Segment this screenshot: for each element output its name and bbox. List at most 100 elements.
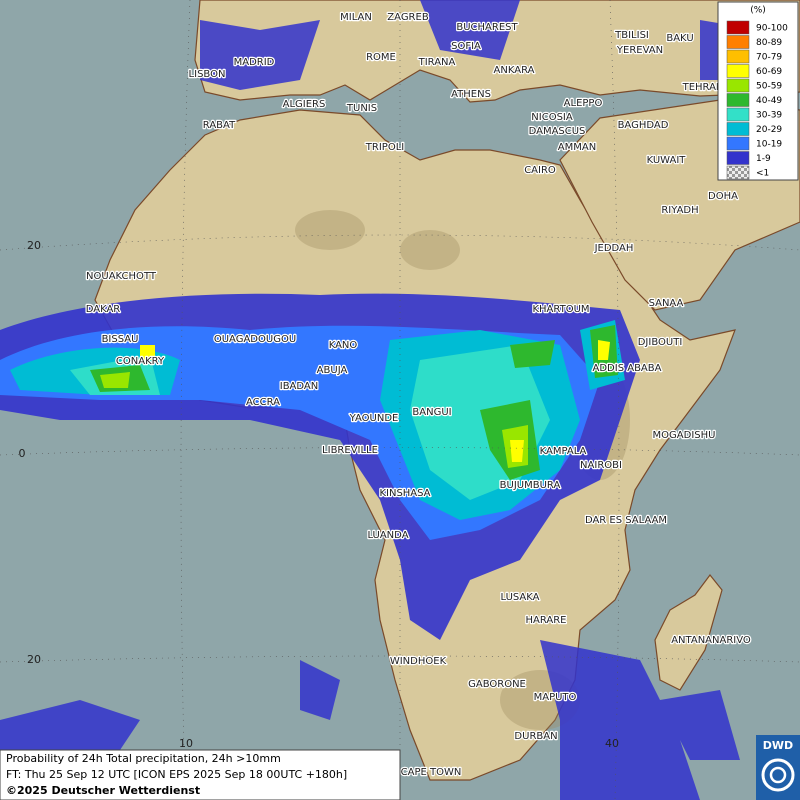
- logo-swirl: [761, 758, 795, 792]
- city-label: YAOUNDE: [349, 413, 399, 424]
- city-label: HARARE: [525, 615, 566, 626]
- city-label: KINSHASA: [379, 488, 430, 499]
- legend-swatch: [726, 107, 750, 122]
- footer-line: FT: Thu 25 Sep 12 UTC [ICON EPS 2025 Sep…: [6, 768, 347, 781]
- city-label: TUNIS: [346, 103, 377, 114]
- legend-label: <1: [756, 169, 769, 179]
- city-label: ATHENS: [451, 89, 491, 100]
- legend-label: 90-100: [756, 24, 788, 34]
- city-label: TEHRAN: [682, 82, 724, 93]
- city-label: BUCHAREST: [456, 22, 518, 33]
- city-label: BANGUI: [412, 407, 451, 418]
- legend-label: 40-49: [756, 96, 782, 106]
- city-label: RABAT: [203, 120, 236, 131]
- legend-label: 20-29: [756, 125, 782, 135]
- city-label: TBILISI: [614, 30, 649, 41]
- legend-swatch: [726, 35, 750, 49]
- legend-label: 10-19: [756, 140, 782, 150]
- city-label: TRIPOLI: [365, 142, 404, 153]
- legend-label: 50-59: [756, 82, 782, 92]
- legend-label: 60-69: [756, 67, 782, 77]
- city-label: SANAA: [649, 298, 684, 309]
- legend-swatch: [726, 165, 750, 180]
- city-label: KAMPALA: [540, 446, 587, 457]
- city-label: MAPUTO: [534, 692, 577, 703]
- city-label: ABUJA: [317, 365, 348, 376]
- city-label: RIYADH: [661, 205, 698, 216]
- precipitation: [0, 0, 760, 800]
- city-label: ANTANANARIVO: [671, 635, 751, 646]
- city-label: NAIROBI: [580, 460, 622, 471]
- grid-label: 20: [27, 239, 41, 252]
- city-label: MILAN: [340, 12, 372, 23]
- grid-label: 10: [179, 737, 193, 750]
- city-label: ZAGREB: [387, 12, 429, 23]
- city-label: BAKU: [666, 33, 693, 44]
- city-label: DOHA: [708, 191, 738, 202]
- legend-swatch: [726, 151, 750, 165]
- city-label: TIRANA: [418, 57, 456, 68]
- legend-swatch: [726, 78, 750, 93]
- legend-swatch: [726, 122, 750, 136]
- dwd-logo: DWD: [756, 735, 800, 800]
- city-label: LUSAKA: [501, 592, 540, 603]
- city-label: ALGIERS: [283, 99, 326, 110]
- legend-swatch: [726, 93, 750, 107]
- footer-line: ©2025 Deutscher Wetterdienst: [6, 784, 200, 797]
- legend-title: (%): [750, 6, 766, 16]
- city-label: LIBREVILLE: [322, 445, 378, 456]
- city-label: ROME: [366, 52, 396, 63]
- legend-label: 70-79: [756, 53, 782, 63]
- legend-swatch: [726, 64, 750, 78]
- city-label: BAGHDAD: [618, 120, 669, 131]
- city-label: DAR ES SALAAM: [585, 515, 667, 526]
- city-label: ADDIS ABABA: [593, 363, 662, 374]
- legend: (%) 90-100 80-89 70-79 60-69 50-59 40-49 30-39…: [717, 1, 799, 181]
- legend-swatch: [726, 136, 750, 151]
- legend-label: 1-9: [756, 154, 771, 164]
- city-label: DURBAN: [514, 731, 557, 742]
- city-label: DJIBOUTI: [638, 337, 683, 348]
- city-label: MOGADISHU: [653, 430, 716, 441]
- city-label: LUANDA: [367, 530, 408, 541]
- city-label: CAIRO: [524, 165, 556, 176]
- city-label: AMMAN: [558, 142, 596, 153]
- grid-label: 0: [19, 447, 26, 460]
- city-label: SOFIA: [451, 41, 481, 52]
- city-label: CONAKRY: [116, 356, 165, 367]
- city-label: ACCRA: [246, 397, 280, 408]
- city-label: ALEPPO: [564, 98, 603, 109]
- logo-swirl: [769, 766, 787, 784]
- city-label: ANKARA: [494, 65, 535, 76]
- city-label: JEDDAH: [594, 243, 634, 254]
- city-label: DAKAR: [86, 304, 121, 315]
- city-label: OUAGADOUGOU: [214, 334, 296, 345]
- city-label: BUJUMBURA: [500, 480, 561, 491]
- city-label: NOUAKCHOTT: [86, 271, 157, 282]
- city-label: WINDHOEK: [390, 656, 447, 667]
- footer: Probability of 24h Total precipitation, …: [0, 749, 401, 800]
- footer-box: [0, 749, 401, 800]
- legend-label: 80-89: [756, 38, 782, 48]
- grid-label: 40: [605, 737, 619, 750]
- legend-label: 30-39: [756, 111, 782, 121]
- city-label: LISBON: [189, 69, 226, 80]
- city-label: GABORONE: [468, 679, 526, 690]
- grid-label: 20: [27, 653, 41, 666]
- city-label: KHARTOUM: [532, 304, 589, 315]
- city-label: DAMASCUS: [529, 126, 586, 137]
- city-label: NICOSIA: [531, 112, 573, 123]
- city-label: IBADAN: [280, 381, 319, 392]
- city-label: MADRID: [234, 57, 275, 68]
- city-label: CAPE TOWN: [401, 767, 462, 778]
- footer-line: Probability of 24h Total precipitation, …: [6, 752, 281, 765]
- city-label: YEREVAN: [616, 45, 663, 56]
- city-label: KUWAIT: [647, 155, 687, 166]
- city-label: KANO: [329, 340, 358, 351]
- logo-text: DWD: [763, 739, 793, 752]
- legend-swatch: [726, 49, 750, 64]
- city-label: BISSAU: [102, 334, 139, 345]
